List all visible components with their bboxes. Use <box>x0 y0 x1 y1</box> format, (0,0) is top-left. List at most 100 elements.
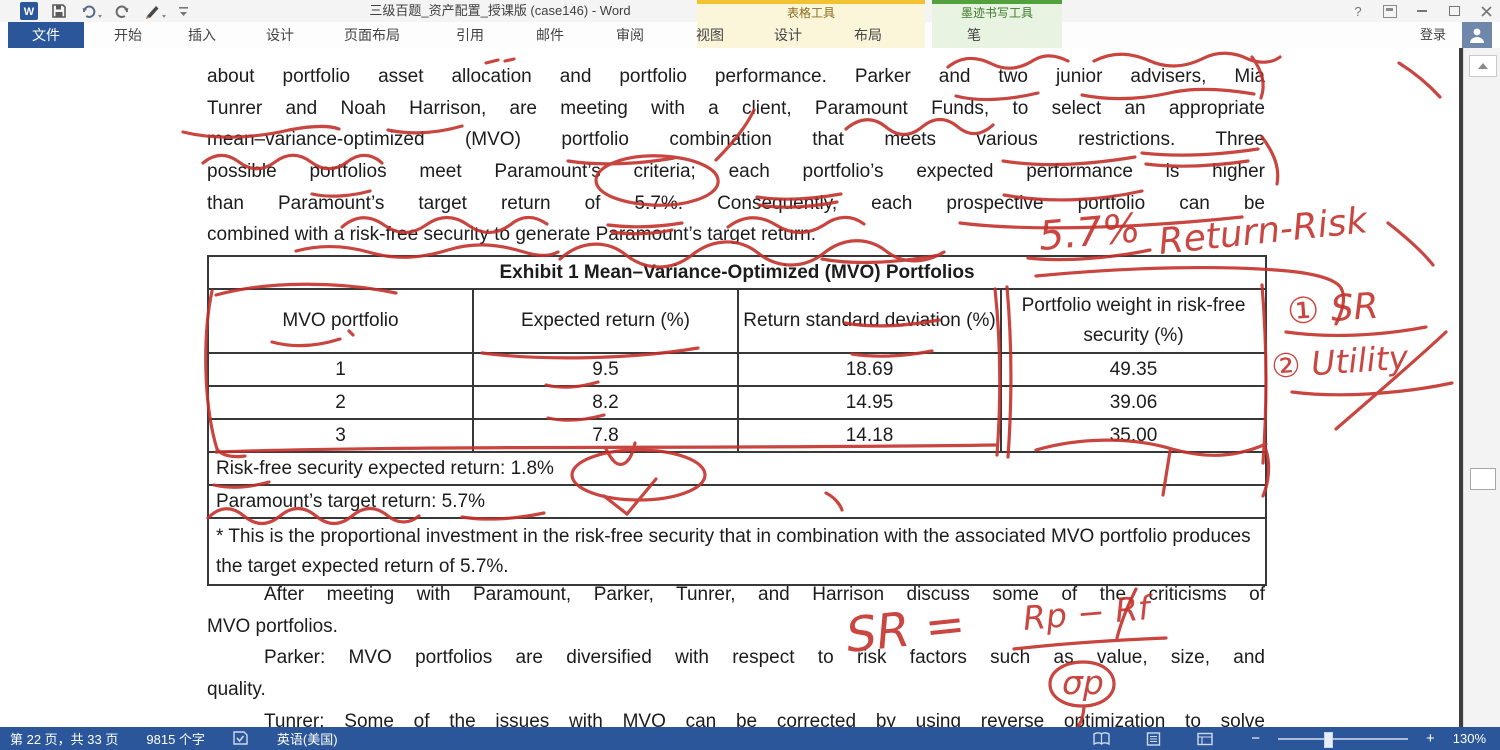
doc-text-line[interactable]: possible portfolios meet Paramount’s cri… <box>207 161 1265 183</box>
zoom-slider[interactable] <box>1277 731 1408 748</box>
table-footnote-rf-return[interactable]: Risk-free security expected return: 1.8% <box>206 451 1268 486</box>
tab-insert[interactable]: 插入 <box>188 27 216 43</box>
tab-home[interactable]: 开始 <box>114 27 142 43</box>
title-bar: W 三级百题_资产配置_授课版 (case146) - Word 表格工具 <box>0 0 1500 22</box>
sign-in-button[interactable]: 登录 <box>1420 27 1447 42</box>
language-indicator[interactable]: 英语(美国) <box>276 732 338 747</box>
ribbon-display-options-button[interactable] <box>1380 2 1400 20</box>
table-cell[interactable]: 14.95 <box>737 385 1002 420</box>
doc-text-line[interactable]: than Paramount’s target return of 5.7%. … <box>207 192 1265 214</box>
close-button[interactable] <box>1476 2 1496 20</box>
tab-table-design[interactable]: 设计 <box>774 27 802 43</box>
doc-text-line[interactable]: quality. <box>207 679 266 701</box>
scroll-up-icon <box>1478 63 1488 69</box>
zoom-level[interactable]: 130% <box>1452 731 1486 746</box>
table-cell[interactable]: 49.35 <box>999 352 1268 387</box>
table-row: 2 8.2 14.95 39.06 <box>207 385 1268 420</box>
ribbon-tab-row: 文件 开始 插入 设计 页面布局 引用 邮件 审阅 视图 设计 布局 笔 登录 <box>0 22 1500 49</box>
doc-text-line[interactable]: Parker: MVO portfolios are diversified w… <box>264 647 1265 669</box>
minimize-button[interactable] <box>1412 2 1432 20</box>
close-icon <box>1480 5 1492 17</box>
table-cell[interactable]: 3 <box>207 418 474 453</box>
table-cell[interactable]: 35.00 <box>999 418 1268 453</box>
exhibit-title[interactable]: Exhibit 1 Mean–Variance-Optimized (MVO) … <box>206 255 1268 290</box>
print-layout-icon[interactable] <box>1146 731 1161 746</box>
table-row: 1 9.5 18.69 49.35 <box>207 352 1268 387</box>
table-cell[interactable]: 14.18 <box>737 418 1002 453</box>
table-cell[interactable]: 2 <box>207 385 474 420</box>
col-header-rf-weight[interactable]: Portfolio weight in risk-free security (… <box>999 288 1268 354</box>
table-tools-label: 表格工具 <box>786 6 835 20</box>
vertical-scrollbar[interactable] <box>1463 48 1500 727</box>
minimize-icon <box>1417 10 1427 12</box>
tab-references[interactable]: 引用 <box>456 27 484 43</box>
table-cell[interactable]: 18.69 <box>737 352 1002 387</box>
doc-text-line[interactable]: Tunrer and Noah Harrison, are meeting wi… <box>207 97 1265 119</box>
exhibit-1-table[interactable]: Exhibit 1 Mean–Variance-Optimized (MVO) … <box>206 255 1268 586</box>
page-indicator[interactable]: 第 22 页，共 33 页 <box>10 732 119 747</box>
table-cell[interactable]: 7.8 <box>472 418 739 453</box>
user-icon <box>1470 28 1484 43</box>
tab-table-layout[interactable]: 布局 <box>854 27 882 43</box>
table-row: 3 7.8 14.18 35.00 <box>207 418 1268 453</box>
proofing-status-icon[interactable] <box>233 730 249 748</box>
ribbon-display-icon <box>1383 4 1397 18</box>
svg-text:W: W <box>24 6 35 18</box>
tab-pen[interactable]: 笔 <box>967 27 981 43</box>
quick-access-toolbar: W <box>20 0 189 22</box>
tab-page-layout[interactable]: 页面布局 <box>344 27 400 43</box>
web-layout-icon[interactable] <box>1197 732 1213 746</box>
read-mode-icon[interactable] <box>1093 731 1110 746</box>
tab-review[interactable]: 审阅 <box>616 27 644 43</box>
zoom-slider-thumb[interactable] <box>1323 731 1333 748</box>
doc-text-line[interactable]: combined with a risk-free security to ge… <box>207 224 816 246</box>
undo-icon[interactable] <box>80 3 102 19</box>
restore-icon <box>1448 6 1460 16</box>
table-cell[interactable]: 9.5 <box>472 352 739 387</box>
table-cell[interactable]: 39.06 <box>999 385 1268 420</box>
zoom-out-button[interactable]: − <box>1251 730 1260 747</box>
table-footnote-asterisk[interactable]: * This is the proportional investment in… <box>206 517 1268 586</box>
paragraph-top: about portfolio asset allocation and por… <box>207 61 1265 251</box>
zoom-in-button[interactable]: + <box>1425 730 1435 747</box>
redo-icon[interactable] <box>115 3 131 19</box>
help-button[interactable]: ? <box>1354 3 1362 19</box>
ink-tools-accent <box>932 0 1062 4</box>
status-right: − + 130% <box>1093 730 1500 748</box>
col-header-expected-return[interactable]: Expected return (%) <box>472 288 739 354</box>
table-cell[interactable]: 1 <box>207 352 474 387</box>
doc-text-line[interactable]: After meeting with Paramount, Parker, Tu… <box>264 584 1265 605</box>
tab-file[interactable]: 文件 <box>8 22 84 48</box>
word-logo-icon[interactable]: W <box>20 2 38 20</box>
tab-view[interactable]: 视图 <box>696 27 724 43</box>
doc-text-line[interactable]: Tunrer: Some of the issues with MVO can … <box>264 710 1265 727</box>
account-avatar[interactable] <box>1462 22 1492 48</box>
doc-text-line[interactable]: about portfolio asset allocation and por… <box>207 66 1265 87</box>
tab-mailings[interactable]: 邮件 <box>536 27 564 43</box>
table-cell[interactable]: 8.2 <box>472 385 739 420</box>
page-edge-shadow <box>1459 48 1463 727</box>
tab-design[interactable]: 设计 <box>266 27 294 43</box>
window-title: 三级百题_资产配置_授课版 (case146) - Word <box>369 3 631 18</box>
table-tools-accent <box>697 0 925 4</box>
document-page[interactable]: about portfolio asset allocation and por… <box>0 48 1459 727</box>
ink-tools-group: 墨迹书写工具 <box>932 0 1062 22</box>
scrollbar-thumb[interactable] <box>1470 468 1496 490</box>
window-controls: ? <box>1348 0 1496 22</box>
col-header-mvo-portfolio[interactable]: MVO portfolio <box>207 288 474 354</box>
table-tools-group: 表格工具 <box>697 0 925 22</box>
paragraph-bottom: After meeting with Paramount, Parker, Tu… <box>207 579 1265 727</box>
ink-pen-icon[interactable] <box>144 3 166 19</box>
qat-customize-icon[interactable] <box>179 5 189 17</box>
status-bar: 第 22 页，共 33 页 9815 个字 英语(美国) − + 130% <box>0 727 1500 750</box>
save-icon[interactable] <box>51 3 67 19</box>
doc-text-line[interactable]: mean–variance-optimized (MVO) portfolio … <box>207 129 1265 151</box>
col-header-std-dev[interactable]: Return standard deviation (%) <box>737 288 1002 354</box>
table-footnote-target-return[interactable]: Paramount’s target return: 5.7% <box>206 484 1268 519</box>
restore-button[interactable] <box>1444 2 1464 20</box>
doc-text-line[interactable]: MVO portfolios. <box>207 615 338 637</box>
view-shortcuts <box>1093 731 1213 746</box>
word-count[interactable]: 9815 个字 <box>146 732 205 747</box>
scroll-up-button[interactable] <box>1469 55 1497 77</box>
